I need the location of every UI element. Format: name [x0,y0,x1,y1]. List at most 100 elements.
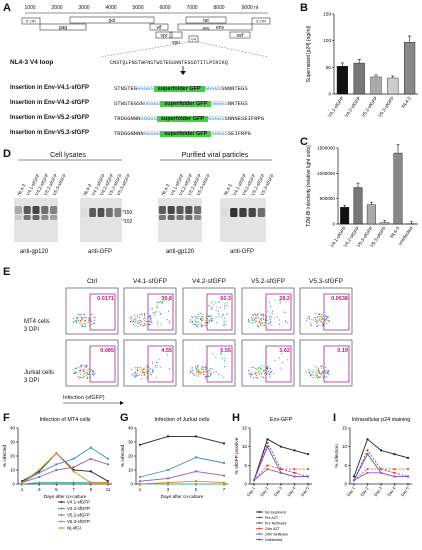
y-tick-label: 0 [13,482,16,487]
data-point [252,482,256,486]
flow-event [88,318,90,320]
flow-event [145,324,147,326]
y-axis-label: % sfGFP positive [234,437,240,474]
flow-event [220,353,222,355]
flow-event [317,376,320,378]
flow-event [313,319,315,321]
flow-event [224,325,226,327]
flow-event [284,311,286,313]
flow-event [136,321,138,323]
flow-event [81,319,83,321]
flow-event [287,359,289,361]
blot-membrane [220,198,266,242]
flow-event [318,376,321,378]
flow-event [317,316,319,318]
flow-event [80,318,83,320]
flow-event [75,367,77,370]
flow-event [327,316,329,319]
flow-event [222,324,224,327]
flow-event [220,375,222,377]
x-tick-label: Day 3 [273,485,284,497]
flow-event [320,367,322,369]
flow-event [167,311,170,313]
flow-event [74,372,76,375]
insertion-row: Insertion in Env-V4.2-sfGFP STWSTEGSNGGG… [10,100,300,115]
data-point [366,453,369,456]
insertion-pre: TRDGGNNN [114,115,141,122]
flow-event [210,372,212,374]
data-point [266,441,269,445]
flow-event [146,368,148,370]
flow-event [142,318,144,320]
flow-event [144,318,146,320]
flow-event [84,319,87,322]
flow-event [75,320,77,322]
flow-event [318,370,320,372]
y-tick-label: 10 [342,444,347,449]
flow-event [259,324,262,326]
flow-event [72,369,74,371]
flow-event [197,372,199,374]
flow-event [137,322,140,325]
flow-event [134,321,136,323]
flow-event [134,322,136,324]
flow-event [139,321,141,324]
gate-percentage: 0.085 [100,348,114,354]
flow-event [195,316,197,318]
flow-event [251,374,253,376]
flow-event [197,364,199,366]
flow-event [247,320,249,322]
flow-event [92,370,94,372]
flow-event [248,318,250,320]
data-point [279,467,283,471]
y-tick-label: 0 [131,482,134,487]
flow-event [222,314,224,317]
gfp-box: superfolder GFP [160,131,212,137]
flow-event [271,369,273,371]
insertion-post: NNTEGS [227,100,248,107]
flow-event [79,365,82,367]
flow-event [228,306,230,308]
flow-event [212,319,214,321]
flow-event [152,312,154,314]
flow-event [139,320,141,322]
flow-event [144,320,146,322]
flow-event [317,313,319,315]
flow-event [78,367,80,369]
flow-event [212,353,214,355]
flow-event [327,371,329,373]
flow-event [324,376,326,378]
flow-event [325,371,327,373]
flow-event [136,373,138,375]
flow-event [81,324,84,326]
data-point [106,457,110,460]
gene-ltr5: 5' LTR [26,20,36,24]
flow-event [326,369,328,371]
flow-plot [123,339,177,387]
flow-event [142,324,144,327]
flow-event [267,370,270,373]
v4-loop-title: NL4-3 V4 loop [10,59,54,66]
blot-band [23,215,31,220]
flow-event [324,319,326,322]
flow-event [91,369,93,371]
y-tick-label: 5 [345,463,348,468]
x-tick-label: Day 2 [359,485,370,497]
flow-event [194,324,196,326]
flow-event [87,321,89,324]
flow-event [328,373,330,375]
insertion-row: Insertion in Env-V5.2-sfGFP TRDGGNNNGGGG… [10,115,300,130]
flow-event [160,300,162,302]
flow-event [137,369,139,371]
flow-event [280,353,282,355]
flow-event [148,371,150,373]
flow-event [315,312,317,314]
flow-event [260,323,262,325]
data-point [279,482,283,486]
flow-event [257,377,259,379]
flow-event [145,377,147,379]
flow-event [91,323,93,325]
flow-event [80,316,82,318]
flow-event [326,371,328,373]
flow-event [251,319,253,321]
